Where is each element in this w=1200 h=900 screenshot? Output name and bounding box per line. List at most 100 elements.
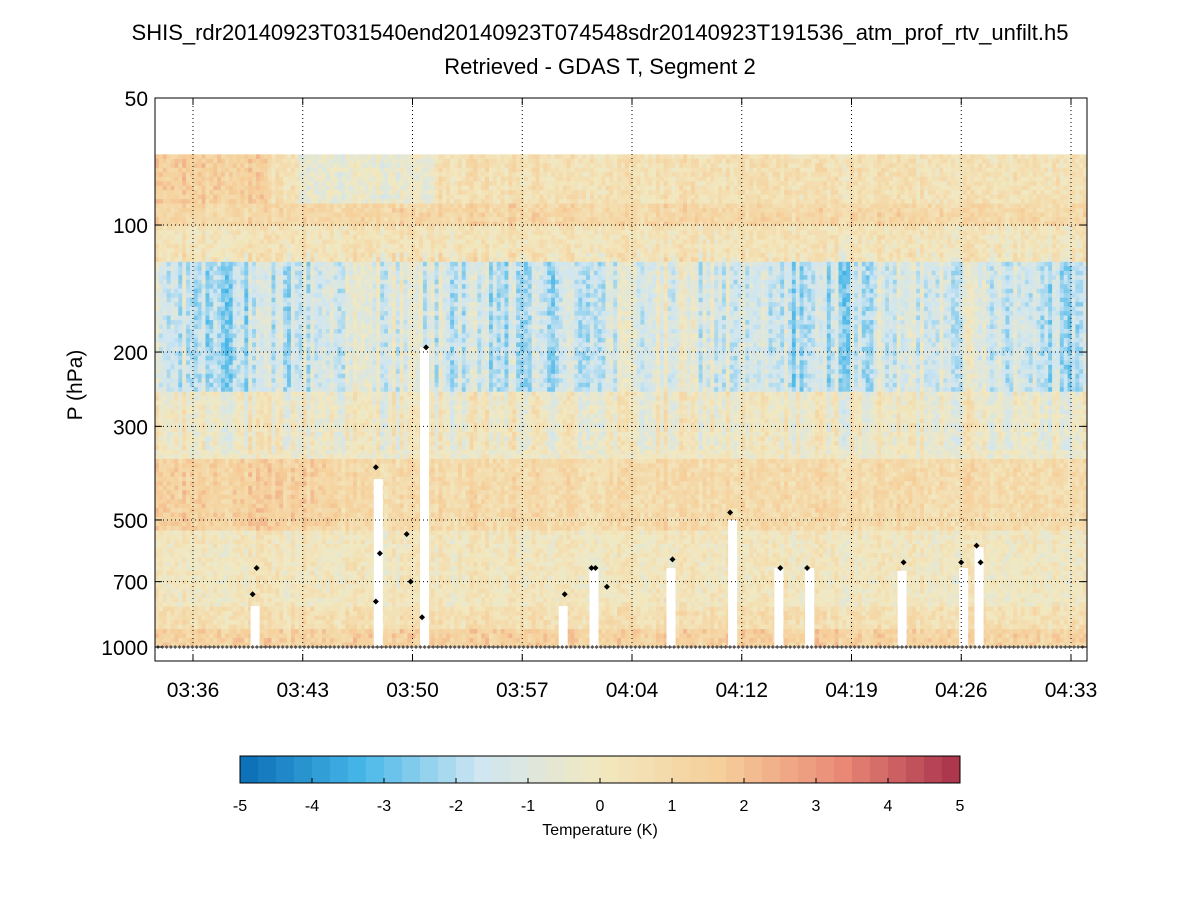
heatmap-cell — [174, 208, 179, 214]
heatmap-cell — [830, 185, 836, 191]
heatmap-cell — [415, 154, 420, 160]
heatmap-cell — [275, 185, 280, 191]
heatmap-cell — [174, 243, 179, 249]
heatmap-cell — [512, 194, 517, 200]
heatmap-cell — [1059, 167, 1065, 173]
heatmap-cell — [916, 234, 921, 241]
heatmap-cell — [415, 239, 420, 245]
heatmap-cell — [209, 181, 214, 187]
heatmap-cell — [298, 226, 304, 232]
heatmap-cell — [523, 167, 529, 173]
heatmap-cell — [554, 190, 560, 196]
heatmap-cell — [193, 217, 199, 223]
heatmap-cell — [846, 243, 851, 249]
heatmap-cell — [267, 181, 273, 187]
heatmap-cell — [353, 217, 358, 223]
heatmap-cell — [1036, 239, 1041, 245]
heatmap-cell — [1020, 234, 1026, 241]
heatmap-cell — [1063, 199, 1069, 205]
heatmap-cell — [605, 243, 610, 249]
heatmap-cell — [244, 221, 249, 227]
heatmap-cell — [582, 158, 587, 164]
heatmap-cell — [753, 181, 758, 187]
heatmap-cell — [182, 212, 187, 218]
heatmap-cell — [605, 234, 610, 241]
heatmap-cell — [543, 217, 548, 223]
heatmap-cell — [687, 234, 692, 241]
heatmap-cell — [496, 199, 502, 205]
heatmap-cell — [279, 199, 284, 205]
heatmap-cell — [562, 199, 568, 205]
heatmap-cell — [512, 158, 517, 164]
heatmap-cell — [415, 163, 420, 169]
heatmap-cell — [244, 217, 249, 223]
heatmap-cell — [624, 158, 630, 164]
heatmap-cell — [263, 158, 269, 164]
heatmap-cell — [450, 230, 455, 236]
heatmap-cell — [523, 239, 529, 245]
heatmap-cell — [655, 190, 661, 196]
heatmap-cell — [865, 163, 871, 169]
heatmap-cell — [438, 163, 443, 169]
heatmap-cell — [217, 226, 222, 232]
heatmap-cell — [267, 208, 273, 214]
heatmap-cell — [492, 176, 498, 182]
heatmap-cell — [356, 185, 362, 191]
heatmap-cell — [454, 226, 459, 232]
heatmap-cell — [298, 154, 304, 160]
heatmap-cell — [232, 243, 238, 249]
heatmap-cell — [473, 234, 478, 241]
heatmap-cell — [574, 221, 579, 227]
heatmap-cell — [259, 163, 265, 169]
heatmap-cell — [621, 217, 626, 223]
heatmap-cell — [885, 221, 890, 227]
heatmap-cell — [989, 154, 995, 160]
heatmap-cell — [706, 176, 711, 182]
heatmap-cell — [349, 199, 354, 205]
heatmap-cell — [690, 194, 696, 200]
heatmap-cell — [885, 212, 890, 218]
heatmap-cell — [201, 185, 207, 191]
heatmap-cell — [795, 203, 801, 209]
heatmap-cell — [997, 163, 1003, 169]
heatmap-cell — [1040, 172, 1045, 178]
heatmap-cell — [803, 221, 808, 227]
heatmap-cell — [283, 234, 288, 241]
heatmap-cell — [729, 163, 735, 169]
heatmap-cell — [294, 230, 300, 236]
heatmap-cell — [504, 154, 509, 160]
heatmap-cell — [193, 158, 199, 164]
heatmap-cell — [718, 230, 723, 236]
heatmap-cell — [593, 212, 599, 218]
heatmap-cell — [321, 158, 327, 164]
heatmap-cell — [1063, 226, 1069, 232]
heatmap-cell — [1001, 190, 1007, 196]
heatmap-cell — [496, 194, 502, 200]
heatmap-cell — [1009, 167, 1014, 173]
heatmap-cell — [477, 194, 482, 200]
heatmap-cell — [566, 234, 572, 241]
heatmap-cell — [935, 239, 941, 245]
heatmap-cell — [523, 190, 529, 196]
heatmap-cell — [209, 190, 214, 196]
heatmap-cell — [481, 167, 486, 173]
heatmap-cell — [947, 185, 952, 191]
heatmap-cell — [1067, 190, 1073, 196]
heatmap-cell — [745, 212, 750, 218]
heatmap-cell — [1052, 190, 1057, 196]
heatmap-cell — [698, 203, 704, 209]
heatmap-cell — [1020, 158, 1026, 164]
heatmap-cell — [558, 203, 564, 209]
heatmap-cell — [500, 208, 506, 214]
heatmap-cell — [477, 203, 482, 209]
heatmap-cell — [892, 172, 898, 178]
heatmap-cell — [989, 221, 995, 227]
heatmap-cell — [333, 208, 339, 214]
heatmap-cell — [182, 208, 187, 214]
heatmap-cell — [593, 154, 599, 160]
heatmap-cell — [982, 167, 987, 173]
heatmap-cell — [341, 167, 346, 173]
heatmap-cell — [411, 217, 416, 223]
heatmap-cell — [920, 217, 925, 223]
heatmap-cell — [768, 181, 774, 187]
